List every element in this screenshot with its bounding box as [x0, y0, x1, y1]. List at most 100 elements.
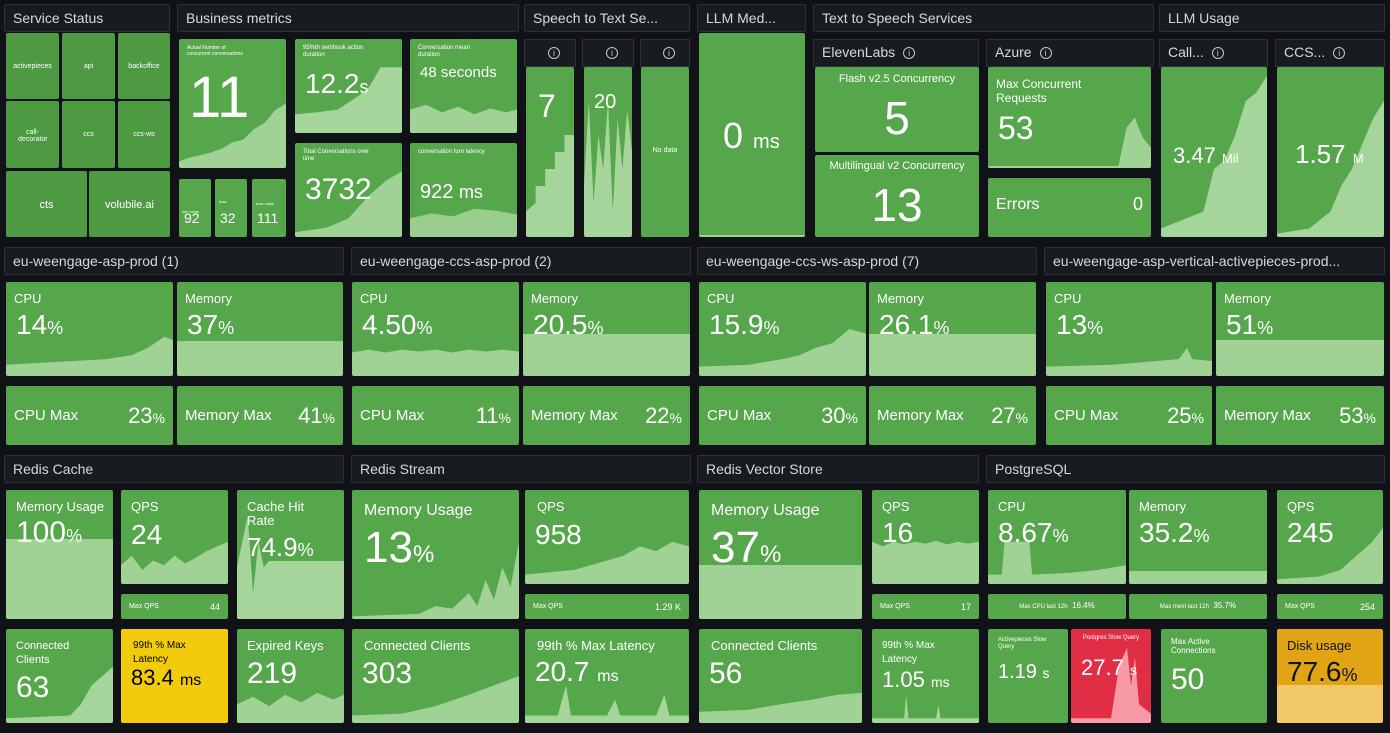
postgres-max-cpu-stat[interactable]: Max CPU last 12h 16.4%: [988, 594, 1126, 619]
section-llm-usage[interactable]: LLM Usage: [1159, 4, 1385, 32]
total-conversations-stat[interactable]: Total Conversations over time 3732: [295, 143, 402, 237]
section-postgresql[interactable]: PostgreSQL: [986, 455, 1385, 483]
postgres-memory-stat[interactable]: Memory 35.2%: [1129, 490, 1267, 584]
asp3-cpu-stat[interactable]: CPU 15.9%: [699, 282, 866, 376]
asp3-memory-max-stat[interactable]: Memory Max 27%: [869, 386, 1036, 445]
redis-vector-memory-stat[interactable]: Memory Usage 37%: [699, 490, 862, 619]
redis-cache-qps-stat[interactable]: QPS 24: [121, 490, 228, 584]
asp4-memory-max-stat[interactable]: Memory Max 53%: [1216, 386, 1384, 445]
webhook-duration-stat[interactable]: 95%th webhook action duration 12.2s: [295, 39, 402, 133]
turn-latency-stat[interactable]: conversation turn latency 922 ms: [410, 143, 517, 237]
asp2-memory-stat[interactable]: Memory 20.5%: [523, 282, 690, 376]
section-redis-stream[interactable]: Redis Stream: [351, 455, 691, 483]
service-tile-backoffice[interactable]: backoffice: [118, 33, 170, 99]
small-stat-max[interactable]: max 32: [215, 179, 247, 237]
section-ccs-asp-prod-2[interactable]: eu-weengage-ccs-asp-prod (2): [351, 247, 691, 275]
small-stat-max-value[interactable]: max value 111: [252, 179, 286, 237]
postgres-max-mem-stat[interactable]: Max mem last 12h 35.7%: [1129, 594, 1267, 619]
section-vertical-activepieces[interactable]: eu-weengage-asp-vertical-activepieces-pr…: [1044, 247, 1385, 275]
sparkline: [988, 541, 1126, 584]
service-tile-ccs-ws[interactable]: ccs-ws: [118, 101, 170, 168]
asp3-cpu-max-stat[interactable]: CPU Max 30%: [699, 386, 866, 445]
stat-label: Memory: [877, 291, 924, 306]
llm-median-latency-stat[interactable]: 0 ms: [699, 33, 805, 237]
llm-calls-header[interactable]: Call... i: [1159, 39, 1268, 67]
asp1-memory-max-stat[interactable]: Memory Max 41%: [177, 386, 343, 445]
redis-cache-memory-stat[interactable]: Memory Usage 100%: [6, 490, 113, 619]
section-asp-prod-1[interactable]: eu-weengage-asp-prod (1): [4, 247, 344, 275]
tts-errors-stat[interactable]: Errors 0: [988, 178, 1151, 237]
stat-value: 12.2: [305, 68, 360, 99]
stat-unit: %: [416, 318, 433, 338]
llm-calls-stat[interactable]: 3.47 Mil: [1161, 67, 1267, 237]
asp2-cpu-max-stat[interactable]: CPU Max 11%: [352, 386, 519, 445]
stt-panel-2-header[interactable]: i: [582, 39, 634, 67]
stat-value: 37: [187, 309, 219, 340]
redis-stream-memory-stat[interactable]: Memory Usage 13%: [352, 490, 519, 619]
asp1-memory-stat[interactable]: Memory 37%: [177, 282, 343, 376]
service-tile-cts[interactable]: cts: [6, 171, 87, 237]
section-llm-med[interactable]: LLM Med...: [697, 4, 806, 32]
panel-title: CCS...: [1284, 44, 1326, 60]
service-tile-ccs[interactable]: ccs: [62, 101, 115, 168]
section-redis-cache[interactable]: Redis Cache: [4, 455, 344, 483]
asp4-cpu-stat[interactable]: CPU 13%: [1046, 282, 1212, 376]
redis-cache-expired-keys-stat[interactable]: Expired Keys 219: [237, 629, 344, 723]
asp4-memory-stat[interactable]: Memory 51%: [1216, 282, 1384, 376]
llm-ccs-stat[interactable]: 1.57 M: [1277, 67, 1384, 237]
postgres-cpu-stat[interactable]: CPU 8.67%: [988, 490, 1126, 584]
postgres-slow-query-stat[interactable]: Postgres Slow Query 27.7 s: [1071, 629, 1151, 723]
asp2-memory-max-stat[interactable]: Memory Max 22%: [523, 386, 690, 445]
redis-vector-latency-stat[interactable]: 99th % Max Latency 1.05 ms: [872, 629, 979, 723]
stat-label: 99th % Max Latency: [133, 640, 186, 665]
section-tts[interactable]: Text to Speech Services: [813, 4, 1154, 32]
section-redis-vector[interactable]: Redis Vector Store: [697, 455, 979, 483]
asp2-cpu-stat[interactable]: CPU 4.50%: [352, 282, 519, 376]
postgres-qps-stat[interactable]: QPS 245: [1277, 490, 1383, 584]
llm-ccs-header[interactable]: CCS... i: [1275, 39, 1385, 67]
small-stat-min[interactable]: min value 92: [179, 179, 211, 237]
elevenlabs-header[interactable]: ElevenLabs i: [813, 39, 979, 67]
stt-stat-2[interactable]: 20: [584, 67, 632, 237]
multilingual-concurrency-stat[interactable]: Multilingual v2 Concurrency 13: [815, 155, 979, 237]
postgres-max-qps-stat[interactable]: Max QPS 254: [1277, 594, 1383, 619]
stt-panel-3-header[interactable]: i: [640, 39, 690, 67]
conversation-mean-duration-stat[interactable]: Conversation mean duration 48 seconds: [410, 39, 517, 133]
redis-vector-max-qps-stat[interactable]: Max QPS 17: [872, 594, 979, 619]
section-ccs-ws-asp-prod-7[interactable]: eu-weengage-ccs-ws-asp-prod (7): [697, 247, 1037, 275]
stt-stat-3[interactable]: No data: [641, 67, 689, 237]
stat-label: Max QPS: [880, 603, 910, 610]
service-tile-activepieces[interactable]: activepieces: [6, 33, 59, 99]
asp1-cpu-max-stat[interactable]: CPU Max 23%: [6, 386, 173, 445]
redis-stream-latency-stat[interactable]: 99th % Max Latency 20.7 ms: [525, 629, 689, 723]
activepieces-slow-query-stat[interactable]: Activepieces Slow Query 1.19 s: [988, 629, 1068, 723]
redis-cache-max-qps-stat[interactable]: Max QPS 44: [121, 594, 228, 619]
section-business-metrics[interactable]: Business metrics: [177, 4, 519, 32]
asp4-cpu-max-stat[interactable]: CPU Max 25%: [1046, 386, 1212, 445]
azure-header[interactable]: Azure i: [986, 39, 1154, 67]
section-speech-to-text[interactable]: Speech to Text Se...: [524, 4, 690, 32]
service-tile-api[interactable]: api: [62, 33, 115, 99]
stat-value: 15.9: [709, 309, 764, 340]
redis-cache-latency-stat[interactable]: 99th % Max Latency 83.4 ms: [121, 629, 228, 723]
postgres-max-connections-stat[interactable]: Max Active Connections 50: [1161, 629, 1267, 723]
stt-panel-1-header[interactable]: i: [524, 39, 576, 67]
flash-concurrency-stat[interactable]: Flash v2.5 Concurrency 5: [815, 67, 979, 152]
redis-vector-qps-stat[interactable]: QPS 16: [872, 490, 979, 584]
redis-stream-clients-stat[interactable]: Connected Clients 303: [352, 629, 519, 723]
stt-stat-1[interactable]: 7: [526, 67, 574, 237]
service-tile-call-decorator[interactable]: call-decorator: [6, 101, 59, 168]
concurrent-conversations-stat[interactable]: Actual Number of concurrent conversation…: [179, 39, 286, 168]
redis-stream-qps-stat[interactable]: QPS 958: [525, 490, 689, 584]
redis-cache-clients-stat[interactable]: Connected Clients 63: [6, 629, 113, 723]
asp1-cpu-stat[interactable]: CPU 14%: [6, 282, 173, 376]
postgres-disk-usage-stat[interactable]: Disk usage 77.6%: [1277, 629, 1383, 723]
service-tile-volubile[interactable]: volubile.ai: [89, 171, 170, 237]
redis-vector-clients-stat[interactable]: Connected Clients 56: [699, 629, 862, 723]
asp3-memory-stat[interactable]: Memory 26.1%: [869, 282, 1036, 376]
redis-cache-hit-rate-stat[interactable]: Cache Hit Rate 74.9%: [237, 490, 344, 619]
max-concurrent-requests-stat[interactable]: Max Concurrent Requests 53: [988, 67, 1151, 168]
redis-stream-max-qps-stat[interactable]: Max QPS 1.29 K: [525, 594, 689, 619]
stat-value: 111: [257, 210, 279, 226]
section-service-status[interactable]: Service Status: [4, 4, 170, 32]
